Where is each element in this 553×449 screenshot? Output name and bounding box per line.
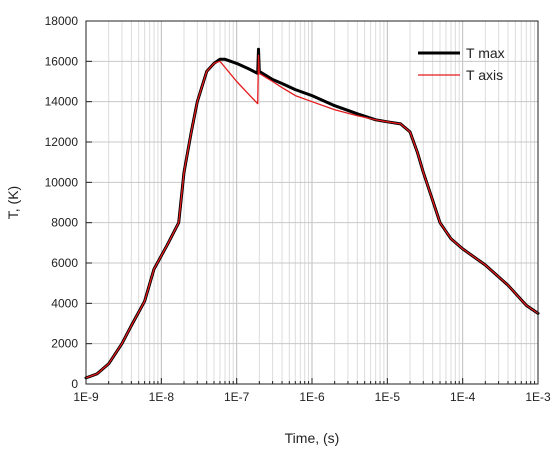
x-tick-label: 1E-9 <box>73 390 99 404</box>
legend-label-t-max: T max <box>466 45 505 61</box>
x-tick-label: 1E-8 <box>149 390 175 404</box>
series-line-t-axis <box>85 54 539 379</box>
x-tick-label: 1E-6 <box>299 390 325 404</box>
x-tick-label: 1E-4 <box>450 390 476 404</box>
y-axis-title: T, (K) <box>5 186 21 219</box>
x-tick-label: 1E-3 <box>525 390 551 404</box>
y-tick-label: 10000 <box>45 175 79 189</box>
x-tick-label: 1E-7 <box>224 390 250 404</box>
grid <box>85 21 538 384</box>
y-tick-label: 14000 <box>45 95 79 109</box>
y-tick-label: 16000 <box>45 54 79 68</box>
y-tick-label: 12000 <box>45 135 79 149</box>
legend-label-t-axis: T axis <box>466 67 503 83</box>
y-tick-label: 4000 <box>51 296 78 310</box>
y-tick-label: 6000 <box>51 256 78 270</box>
x-tick-label: 1E-5 <box>375 390 401 404</box>
y-tick-label: 0 <box>71 377 78 391</box>
series-layer <box>84 47 540 380</box>
y-tick-label: 18000 <box>45 14 79 28</box>
legend: T max T axis <box>418 45 505 83</box>
y-tick-label: 8000 <box>51 216 78 230</box>
y-tick-label: 2000 <box>51 337 78 351</box>
x-axis-title: Time, (s) <box>285 430 340 446</box>
axis-ticks: 1E-9 1E-8 1E-7 1E-6 1E-5 1E-4 1E-3 0 2000 4000 600… <box>45 14 551 404</box>
